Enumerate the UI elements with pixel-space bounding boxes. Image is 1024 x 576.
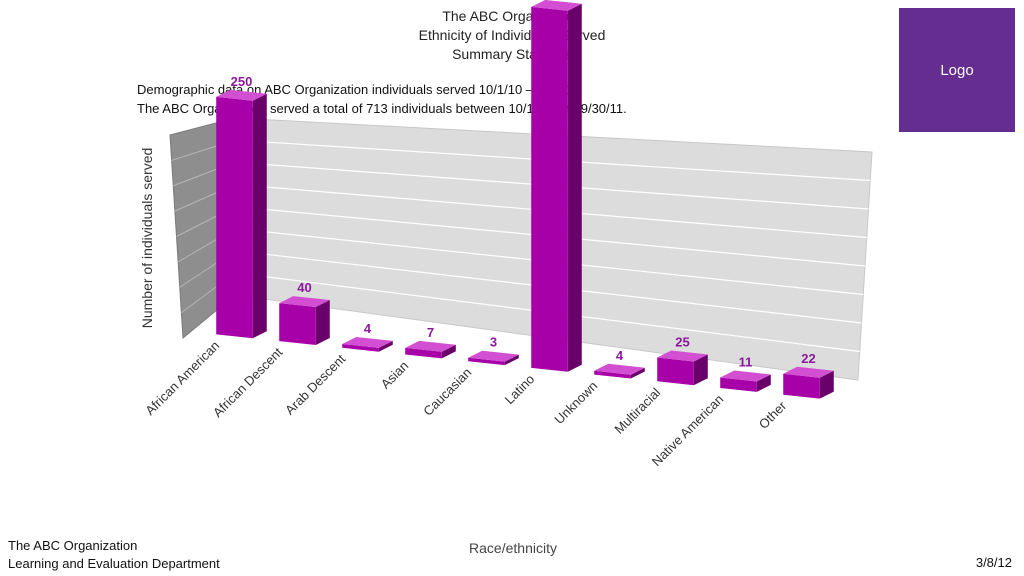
bar-side-african-american [252,93,267,339]
data-label-unknown: 4 [616,348,624,363]
category-label-native-american: Native American [649,392,727,470]
footer-org-name: The ABC Organization [8,538,138,553]
bar-top-arab-descent [342,337,393,348]
bar-side-native-american [756,374,771,392]
bar-side-latino [567,3,582,372]
bar-top-multiracial [657,350,708,362]
bar-side-caucasian [504,354,519,366]
bar-side-african-descent [315,299,330,345]
bar-top-asian [405,340,456,352]
category-label-arab-descent: Arab Descent [282,351,349,418]
bar-side-asian [441,344,456,359]
bar-side-arab-descent [378,340,393,352]
bar-asian [405,347,442,359]
category-label-unknown: Unknown [551,378,600,427]
data-label-african-american: 250 [231,74,253,89]
bar-top-latino [531,0,582,11]
category-label-other: Other [756,398,790,432]
category-label-african-descent: African Descent [210,344,286,420]
bar-african-descent [279,303,316,345]
footer-org-info: The ABC Organization Learning and Evalua… [8,537,220,573]
bar-arab-descent [342,344,379,352]
data-label-other: 22 [801,351,815,366]
data-label-african-descent: 40 [297,280,311,295]
data-label-native-american: 11 [739,355,753,370]
bar-side-other [819,370,834,399]
bar-african-american [216,96,253,339]
logo-placeholder: Logo [899,8,1015,132]
bar-top-caucasian [468,350,519,362]
bar-latino [531,6,568,372]
data-label-asian: 7 [427,325,434,340]
bar-multiracial [657,357,694,386]
bar-caucasian [468,357,505,366]
bar-side-unknown [630,367,645,379]
category-label-latino: Latino [502,371,538,407]
data-label-caucasian: 3 [490,335,497,350]
bar-top-african-american [216,89,267,101]
bar-top-african-descent [279,296,330,307]
bar-unknown [594,370,631,379]
footer-department: Learning and Evaluation Department [8,556,220,571]
bar-top-other [783,366,834,378]
bar-native-american [720,377,757,392]
category-label-african-american: African American [142,338,222,418]
bar-other [783,373,820,399]
bar-side-multiracial [693,354,708,386]
category-label-asian: Asian [378,358,412,392]
bar-top-native-american [720,370,771,382]
category-label-multiracial: Multiracial [611,385,663,437]
data-label-multiracial: 25 [675,335,689,350]
footer-date: 3/8/12 [975,555,1012,570]
logo-label: Logo [940,61,974,79]
data-label-arab-descent: 4 [364,321,372,336]
bar-top-unknown [594,363,645,375]
category-label-caucasian: Caucasian [420,365,474,419]
y-axis-label: Number of individuals served [139,148,155,329]
x-axis-label: Race/ethnicity [469,540,557,556]
